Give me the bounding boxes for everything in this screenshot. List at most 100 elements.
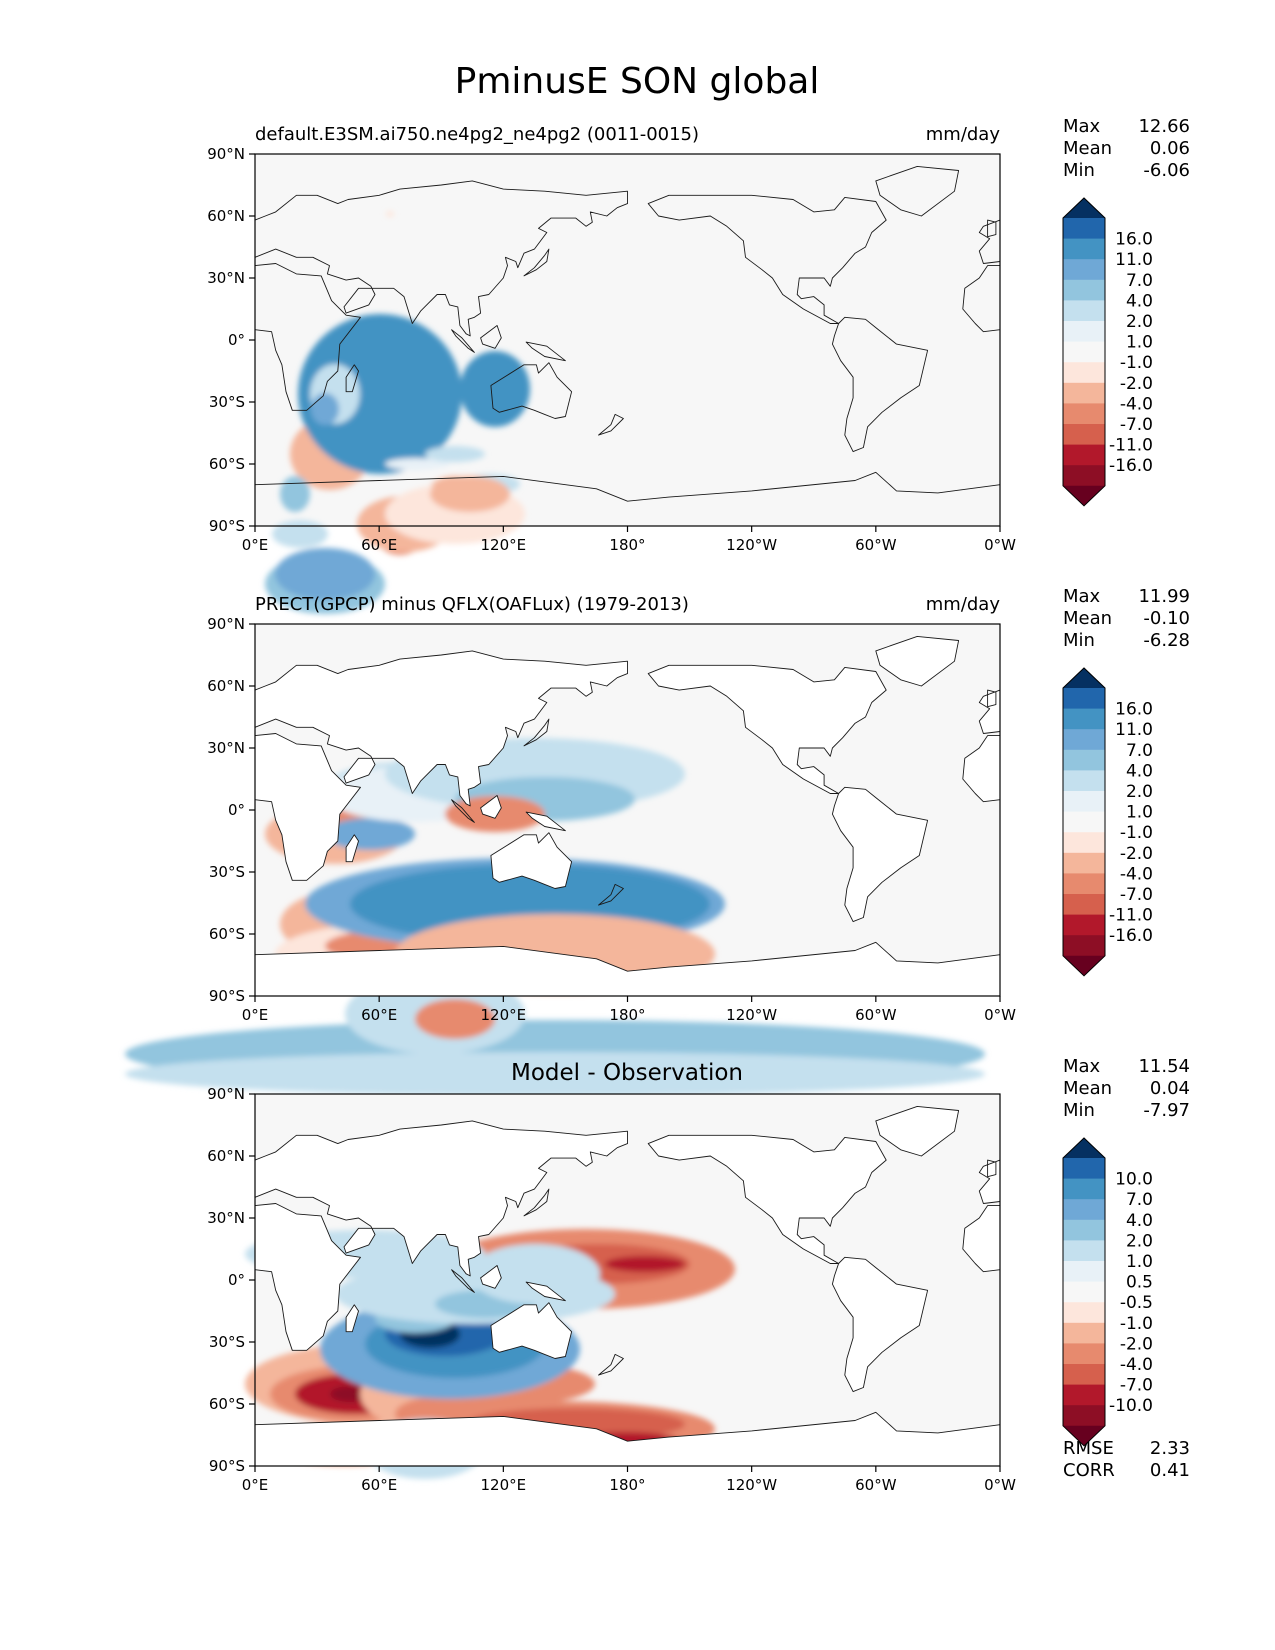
coastline-polygon [254, 650, 628, 807]
lat-tick-label: 30°N [207, 1209, 245, 1227]
map-area [125, 623, 1001, 1096]
coastline-polygon [598, 413, 624, 436]
panel-title-left: default.E3SM.ai750.ne4pg2_ne4pg2 (0011-0… [255, 124, 699, 145]
lat-tick-label: 60°S [209, 455, 245, 473]
land-mask-polygon [255, 733, 361, 881]
stat-value: 2.33 [1150, 1438, 1190, 1459]
land-mask-polygon [255, 1203, 361, 1351]
colorbar-segment [1063, 444, 1105, 466]
colorbar-tick-label: -4.0 [1120, 1355, 1153, 1375]
coastline-polygon [480, 795, 502, 819]
colorbar-tick-label: -2.0 [1120, 374, 1153, 394]
colorbar-segment [1063, 770, 1105, 792]
stat-label: Min [1063, 160, 1095, 181]
colorbar-segment [1063, 1322, 1105, 1344]
lon-tick-label: 0°E [242, 1476, 269, 1494]
stats-box: Max 12.66 Mean 0.06 Min -6.06 [1063, 116, 1190, 181]
colorbar-extend-top [1063, 668, 1105, 688]
colorbar-segment [1063, 832, 1105, 854]
colorbar-segment [1063, 403, 1105, 425]
lon-tick-label: 0°W [984, 1476, 1016, 1494]
lat-tick-label: 90°N [207, 615, 245, 633]
stat-value: 11.99 [1138, 586, 1190, 607]
coastline-polygon [254, 180, 628, 337]
stat-value: -0.10 [1143, 608, 1190, 629]
coastline-polygon [523, 248, 550, 277]
colorbar-segment [1063, 1158, 1105, 1180]
colorbar-segment [1063, 935, 1105, 957]
data-field [265, 211, 530, 614]
colorbar-segment [1063, 1219, 1105, 1241]
colorbar-tick-label: 10.0 [1115, 1170, 1153, 1190]
colorbar-tick-label: -1.0 [1120, 1314, 1153, 1334]
lat-tick-label: 0° [228, 801, 245, 819]
stat-value: 11.54 [1138, 1056, 1190, 1077]
colorbar-extend-bottom [1063, 1425, 1105, 1446]
coastline-polygon [490, 1302, 573, 1359]
colorbar-extend-bottom [1063, 485, 1105, 506]
lon-tick-label: 0°W [984, 1006, 1016, 1024]
colorbar-tick-label: -10.0 [1109, 1396, 1153, 1416]
coastline-polygon [525, 1281, 566, 1302]
map-area [245, 1093, 1001, 1479]
panel-observation: PRECT(GPCP) minus QFLX(OAFLux) (1979-201… [125, 586, 1190, 1096]
map-area [254, 153, 1001, 614]
stat-label: Min [1063, 1100, 1095, 1121]
land-mask [255, 1106, 1000, 1466]
colorbar-segment [1063, 1405, 1105, 1427]
coastline-polygon [254, 263, 361, 411]
stat-value: 0.04 [1150, 1078, 1190, 1099]
land-mask-polygon [480, 795, 502, 819]
colorbar-segment [1063, 1364, 1105, 1386]
contour-region [425, 446, 485, 462]
colorbar-segment [1063, 914, 1105, 936]
land-mask-polygon [979, 1160, 1000, 1204]
contour-region [410, 460, 450, 468]
lat-tick-label: 30°S [209, 1333, 245, 1351]
lon-tick-label: 120°E [481, 536, 527, 554]
lon-tick-label: 0°W [984, 536, 1016, 554]
colorbar-tick-label: -16.0 [1109, 456, 1153, 476]
lat-tick-label: 30°N [207, 269, 245, 287]
panel-title-units: mm/day [926, 594, 1001, 615]
coastline-polygon [525, 811, 566, 832]
colorbar-tick-label: -11.0 [1109, 906, 1153, 926]
colorbar-tick-label: 16.0 [1115, 230, 1153, 250]
colorbar-tick-label: 2.0 [1126, 312, 1153, 332]
stat-label: Max [1063, 116, 1101, 137]
coastline-polygon [451, 1269, 475, 1293]
contour-region [330, 1386, 370, 1402]
stat-label: Mean [1063, 138, 1112, 159]
lat-tick-label: 30°S [209, 393, 245, 411]
lat-tick-label: 60°N [207, 677, 245, 695]
contour-region [280, 476, 310, 512]
panel-title-center: Model - Observation [511, 1060, 743, 1086]
land-mask-polygon [832, 787, 928, 922]
contour-region [470, 1244, 600, 1304]
lat-axis: 90°N 60°N 30°N 0° 30°S 60°S 90°S0°E 60°E 120°E 18… [207, 615, 1016, 1024]
coastline-polygon [254, 733, 361, 881]
lat-tick-label: 90°N [207, 1085, 245, 1103]
colorbar-tick-label: -7.0 [1120, 1376, 1153, 1396]
land-mask-polygon [255, 650, 628, 806]
colorbar-tick-label: -16.0 [1109, 926, 1153, 946]
colorbar-outline [1062, 1137, 1106, 1447]
land-mask-polygon [648, 1135, 887, 1264]
colorbar-tick-label: -4.0 [1120, 394, 1153, 414]
colorbar-tick-label: -1.0 [1120, 823, 1153, 843]
contour-region [386, 211, 394, 217]
colorbar-tick-label: 7.0 [1126, 1190, 1153, 1210]
panel-difference: Model - Observation 90°N 60°N 30°N 0° 30°S 60… [207, 1056, 1190, 1494]
colorbar-outline [1062, 197, 1106, 507]
colorbar-tick-label: -1.0 [1120, 353, 1153, 373]
lat-tick-label: 60°N [207, 1147, 245, 1165]
land-mask-polygon [480, 1265, 502, 1289]
lat-tick-label: 0° [228, 331, 245, 349]
colorbar-segment [1063, 1199, 1105, 1221]
stats-box: Max 11.99 Mean -0.10 Min -6.28 [1063, 586, 1190, 651]
coastline-polygon [987, 689, 997, 708]
contour-region [460, 351, 530, 427]
colorbar-tick-label: -11.0 [1109, 436, 1153, 456]
colorbar-extend-top [1063, 198, 1105, 218]
